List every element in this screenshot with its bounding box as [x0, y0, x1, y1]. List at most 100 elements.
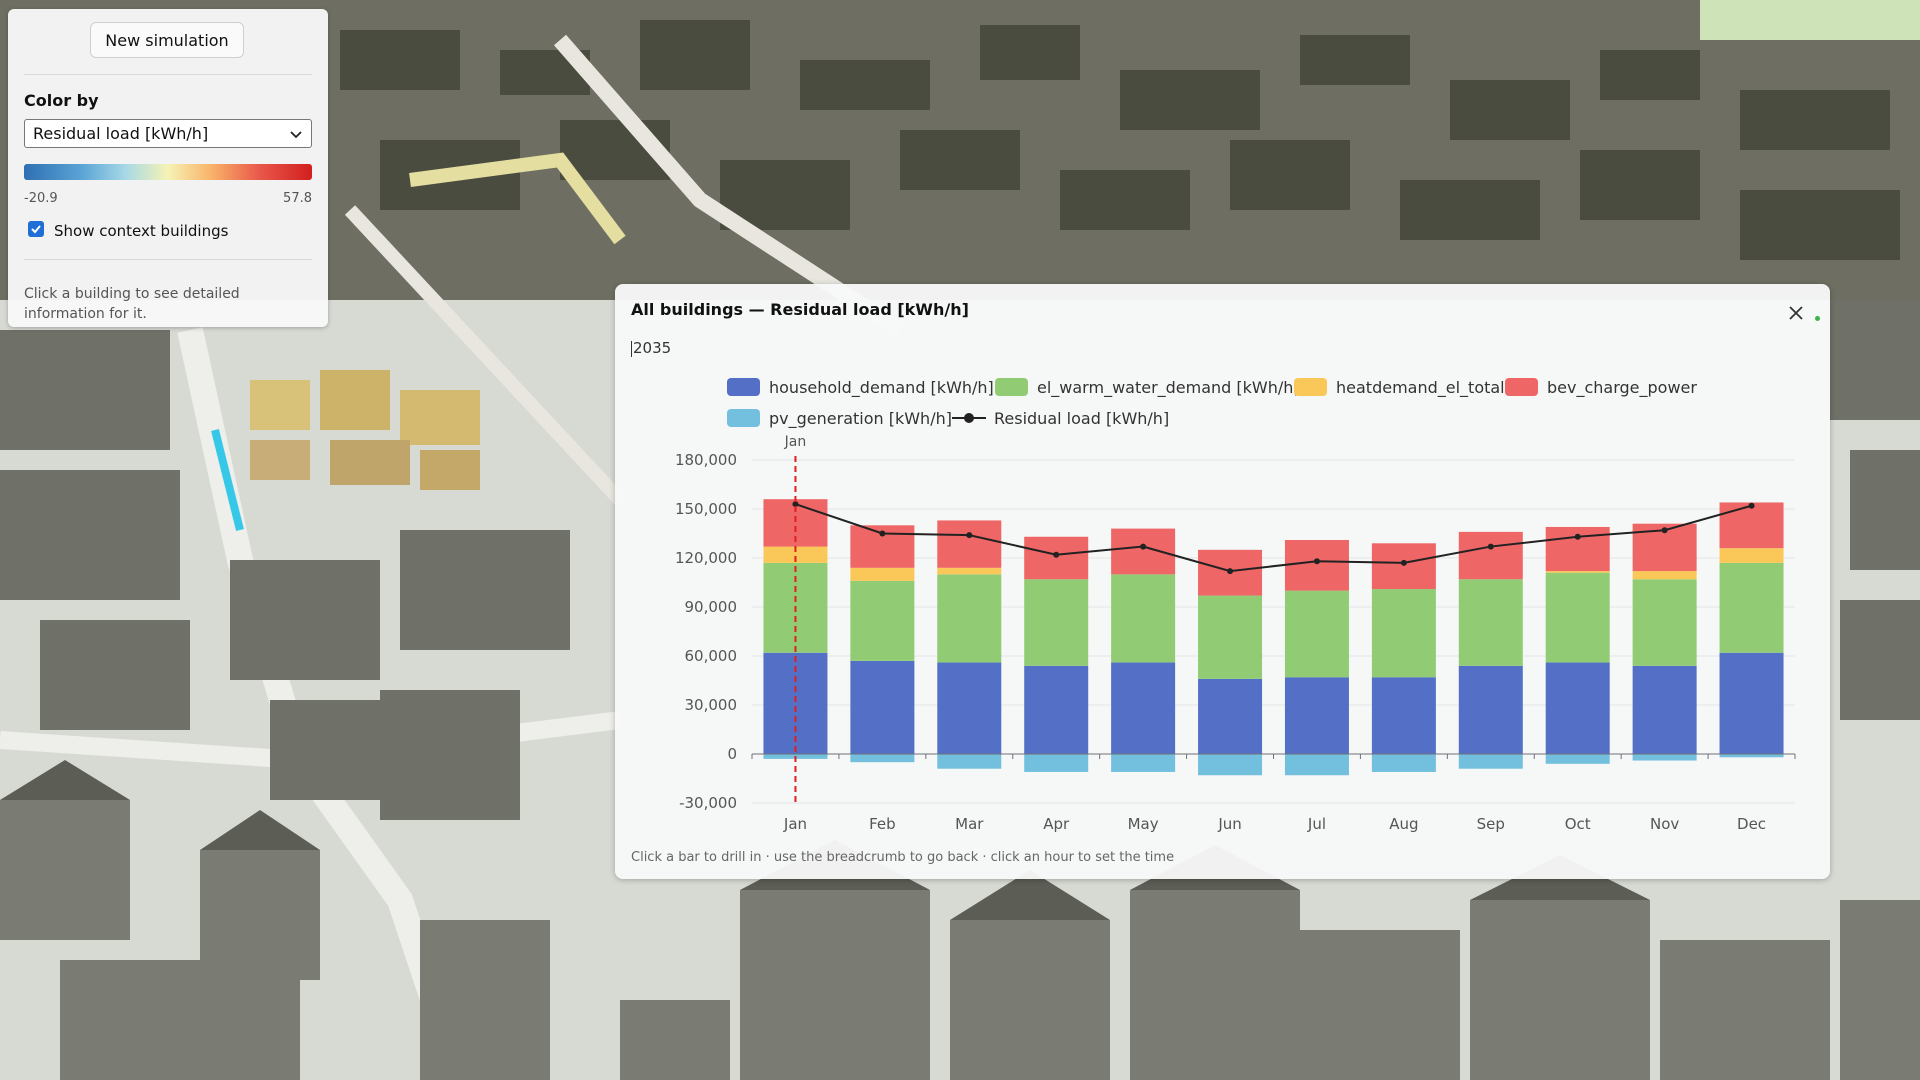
bar-segment[interactable]	[1198, 595, 1263, 679]
bar-segment[interactable]	[1371, 589, 1436, 678]
bar-segment[interactable]	[1545, 662, 1610, 754]
bar-segment[interactable]	[937, 754, 1002, 769]
bar-segment[interactable]	[850, 567, 915, 581]
bar-segment[interactable]	[850, 754, 915, 763]
bar-segment[interactable]	[1111, 574, 1176, 663]
bar-segment[interactable]	[1719, 548, 1784, 563]
bar-segment[interactable]	[1198, 678, 1263, 754]
new-simulation-button[interactable]: New simulation	[90, 22, 244, 58]
bar-segment[interactable]	[1111, 662, 1176, 754]
bar-segment[interactable]	[1371, 677, 1436, 754]
residual-load-point[interactable]	[1053, 551, 1060, 558]
bar-segment[interactable]	[1545, 526, 1610, 572]
bar-segment[interactable]	[1632, 571, 1697, 580]
bar-segment[interactable]	[1111, 754, 1176, 772]
bar-segment[interactable]	[1632, 665, 1697, 754]
bar-segment[interactable]	[1284, 754, 1349, 776]
residual-load-point[interactable]	[1661, 527, 1668, 534]
legend-label[interactable]: el_warm_water_demand [kWh/h]	[1037, 378, 1300, 398]
y-tick-label: 60,000	[685, 647, 738, 665]
legend-swatch[interactable]	[1294, 378, 1327, 396]
bar-segment[interactable]	[850, 580, 915, 661]
y-tick-label: 90,000	[685, 598, 738, 616]
x-tick-label: Apr	[1043, 815, 1070, 833]
bar-segment[interactable]	[1719, 502, 1784, 549]
legend-label[interactable]: heatdemand_el_total	[1336, 378, 1505, 398]
residual-load-point[interactable]	[1400, 559, 1407, 566]
x-tick-label: Aug	[1389, 815, 1418, 833]
bar-segment[interactable]	[1719, 652, 1784, 754]
legend-swatch[interactable]	[1505, 378, 1538, 396]
bar-segment[interactable]	[1024, 536, 1089, 580]
bar-segment[interactable]	[1545, 571, 1610, 573]
bar-segment[interactable]	[1458, 531, 1523, 580]
residual-load-point[interactable]	[879, 530, 886, 537]
residual-load-point[interactable]	[1487, 543, 1494, 550]
bar-segment[interactable]	[1545, 754, 1610, 764]
bar-segment[interactable]	[1024, 665, 1089, 754]
legend-label[interactable]: household_demand [kWh/h]	[769, 378, 994, 398]
residual-load-point[interactable]	[1227, 568, 1234, 575]
chart-footer-hint: Click a bar to drill in · use the breadc…	[631, 850, 1175, 865]
bar-segment[interactable]	[937, 662, 1002, 754]
breadcrumb-item[interactable]: 2035	[633, 339, 672, 357]
legend-label[interactable]: bev_charge_power	[1547, 378, 1697, 398]
bar-segment[interactable]	[937, 520, 1002, 568]
status-indicator	[1815, 316, 1820, 321]
y-tick-label: 30,000	[685, 696, 738, 714]
bar-segment[interactable]	[850, 660, 915, 754]
residual-load-point[interactable]	[792, 501, 799, 508]
bar-segment[interactable]	[937, 574, 1002, 663]
y-tick-label: 180,000	[675, 451, 737, 469]
bar-segment[interactable]	[1371, 543, 1436, 590]
legend-swatch[interactable]	[727, 378, 760, 396]
building-hint-text: Click a building to see detailed informa…	[24, 286, 240, 322]
context-buildings-checkbox[interactable]	[28, 221, 44, 237]
x-tick-label: Dec	[1737, 815, 1766, 833]
residual-load-line[interactable]	[795, 503, 1752, 573]
bar-segment[interactable]	[1024, 754, 1089, 772]
bar-segment[interactable]	[1719, 754, 1784, 758]
legend-swatch[interactable]	[995, 378, 1028, 396]
residual-load-point[interactable]	[1748, 502, 1755, 509]
bar-segment[interactable]	[1111, 528, 1176, 575]
residual-load-chart[interactable]: -30,000 0 30,000 60,000 90,000 120,000 150,000…	[615, 284, 1830, 879]
bar-segment[interactable]	[1632, 754, 1697, 761]
bar-segment[interactable]	[1284, 590, 1349, 678]
close-button[interactable]	[1782, 299, 1810, 327]
bar-segment[interactable]	[1719, 562, 1784, 653]
x-tick-label: Sep	[1477, 815, 1505, 833]
legend-label[interactable]: pv_generation [kWh/h]	[769, 409, 952, 429]
bar-segment[interactable]	[763, 546, 828, 563]
bar-segment[interactable]	[1458, 754, 1523, 769]
chart-title: All buildings — Residual load [kWh/h]	[631, 300, 969, 319]
bar-segment[interactable]	[1458, 665, 1523, 754]
bar-segment[interactable]	[1284, 540, 1349, 591]
bar-segment[interactable]	[1284, 677, 1349, 754]
residual-load-point[interactable]	[1574, 533, 1581, 540]
x-tick-label: Nov	[1650, 815, 1679, 833]
y-tick-label: 150,000	[675, 500, 737, 518]
residual-load-point[interactable]	[1140, 543, 1147, 550]
context-buildings-label[interactable]: Show context buildings	[54, 222, 229, 240]
bar-segment[interactable]	[1545, 572, 1610, 663]
color-scale-max: 57.8	[283, 191, 312, 206]
legend-swatch[interactable]	[727, 409, 760, 427]
bar-segment[interactable]	[1458, 579, 1523, 666]
x-tick-label: Feb	[869, 815, 896, 833]
bar-segment[interactable]	[937, 567, 1002, 575]
bar-segment[interactable]	[1632, 579, 1697, 666]
checkmark-icon	[31, 225, 41, 234]
color-by-select[interactable]: Residual load [kWh/h]	[24, 119, 312, 148]
legend-marker[interactable]	[964, 413, 974, 423]
x-tick-label: Jul	[1307, 815, 1326, 833]
residual-load-point[interactable]	[1313, 558, 1320, 565]
legend-label[interactable]: Residual load [kWh/h]	[994, 409, 1169, 428]
close-icon	[1789, 306, 1803, 320]
chevron-down-icon	[290, 131, 302, 139]
residual-load-point[interactable]	[966, 532, 973, 539]
breadcrumb[interactable]: 2035	[631, 339, 671, 357]
bar-segment[interactable]	[1024, 579, 1089, 666]
bar-segment[interactable]	[1371, 754, 1436, 772]
bar-segment[interactable]	[1198, 754, 1263, 776]
